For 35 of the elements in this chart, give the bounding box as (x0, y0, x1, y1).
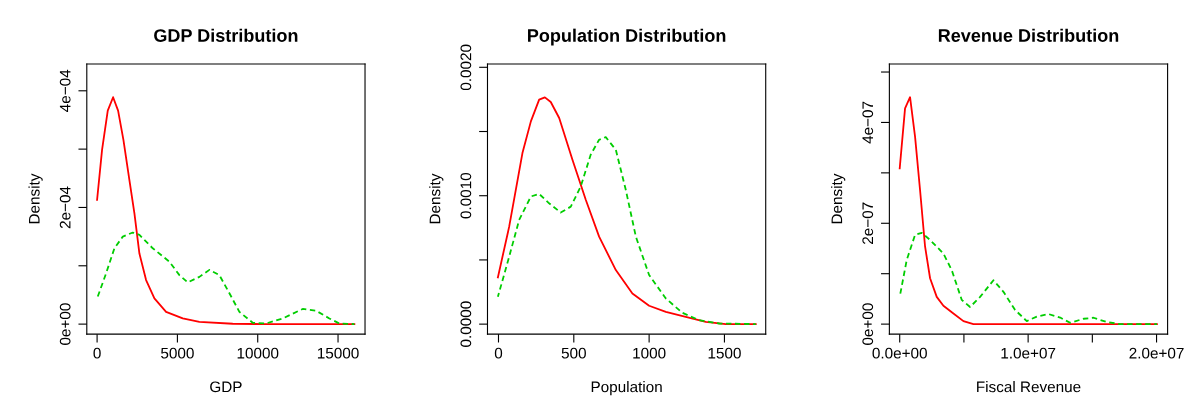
x-tick-label: 0 (93, 347, 101, 359)
x-axis-title: Population (591, 381, 662, 396)
x-tick-label: 0 (494, 347, 503, 359)
y-axis-title: Density (429, 173, 444, 224)
line-series (96, 231, 356, 326)
y-tick-label: 4e−04 (59, 69, 71, 112)
y-axis-title: Density (28, 173, 43, 224)
y-tick-label: 4e−07 (862, 101, 874, 144)
x-tick-label: 1000 (633, 347, 666, 359)
x-tick-label: 0.0e+00 (872, 347, 927, 359)
line-series (898, 96, 1158, 326)
line-series (96, 96, 356, 326)
line-series (898, 231, 1158, 326)
x-tick-label: 500 (561, 347, 586, 359)
y-tick-label: 0.0000 (460, 301, 472, 347)
y-tick-label: 0.0010 (460, 172, 472, 219)
x-axis-title: Fiscal Revenue (977, 381, 1081, 393)
x-tick-label: 2.0e+07 (1129, 347, 1184, 359)
x-tick-label: 15000 (317, 347, 359, 359)
x-tick-label: 1.0e+07 (1001, 347, 1056, 359)
chart-title: Revenue Distribution (938, 28, 1119, 42)
y-tick-label: 2e−04 (59, 186, 71, 229)
y-axis-title: Density (831, 173, 846, 224)
x-axis-title: GDP (210, 381, 242, 393)
chart-title: Population Distribution (528, 28, 726, 46)
line-series (496, 136, 757, 326)
x-tick-label: 10000 (237, 347, 279, 359)
x-tick-label: 5000 (161, 347, 194, 359)
line-series (496, 96, 757, 326)
y-tick-label: 0e+00 (862, 303, 874, 345)
y-tick-label: 0e+00 (59, 303, 71, 345)
y-tick-label: 2e−07 (862, 202, 874, 244)
chart-title: GDP Distribution (154, 28, 298, 42)
y-tick-label: 0.0020 (460, 44, 472, 91)
x-tick-label: 1500 (708, 347, 741, 359)
